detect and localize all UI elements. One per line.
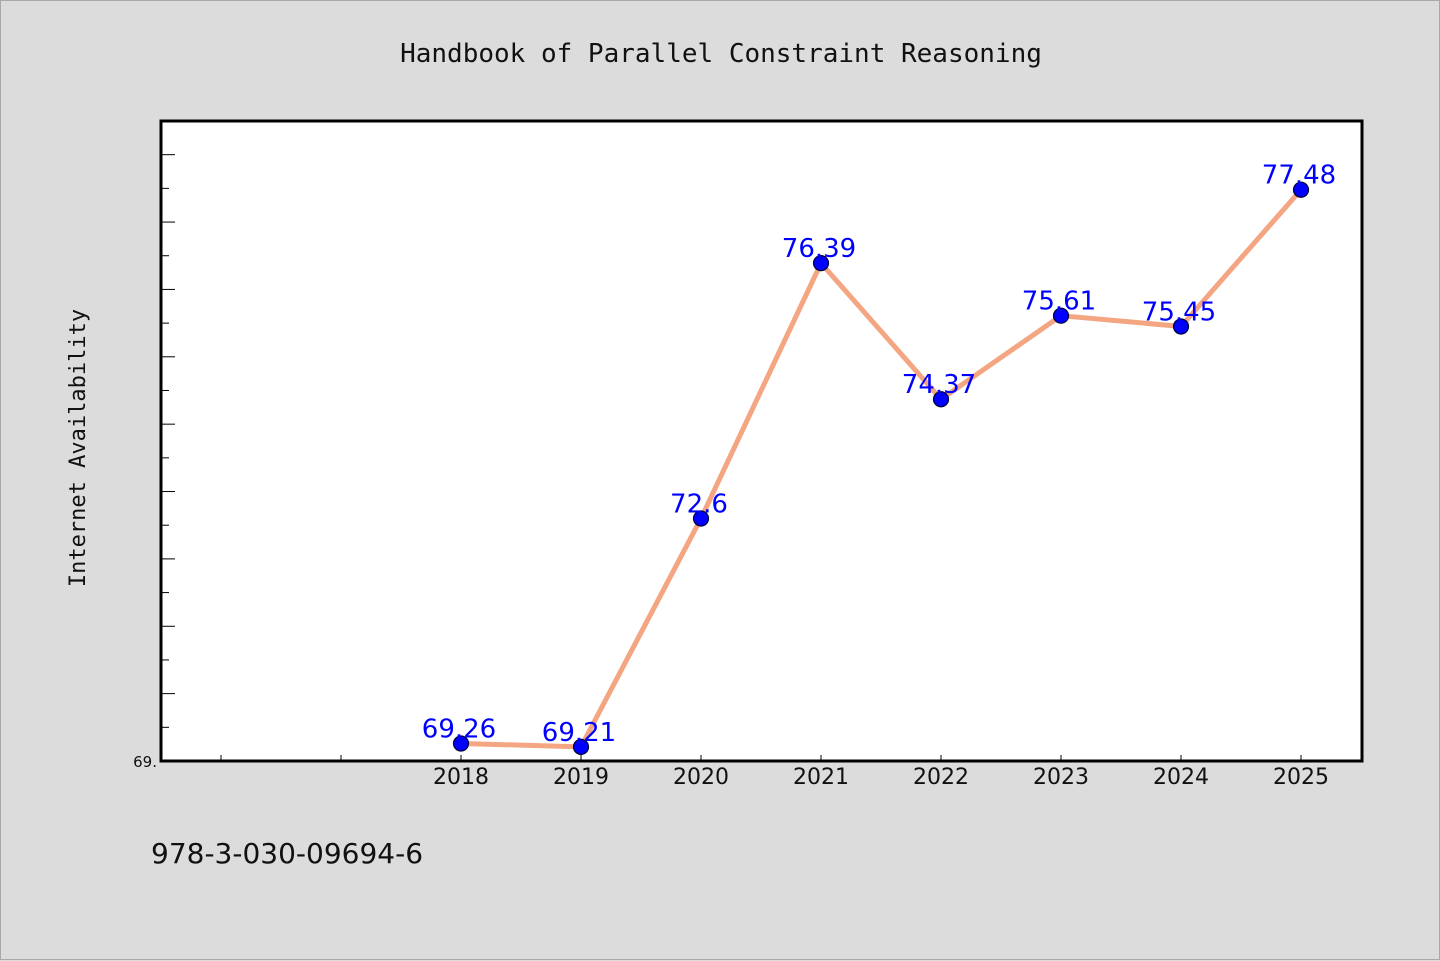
y-axis-ticks: 69. [133, 154, 175, 771]
y-axis-label: Internet Availability [66, 309, 91, 587]
x-tick-label: 2023 [1033, 765, 1089, 790]
data-label: 75.45 [1142, 297, 1216, 327]
data-point-marker [812, 255, 830, 272]
data-label: 69.26 [422, 714, 496, 744]
x-tick-label: 2019 [553, 765, 609, 790]
series-line [458, 187, 1304, 750]
series-markers [452, 181, 1310, 755]
data-point-marker [1172, 318, 1190, 335]
x-tick-label: 2021 [793, 765, 849, 790]
x-tick-label: 2025 [1273, 765, 1329, 790]
data-label: 77.48 [1262, 161, 1336, 191]
series-line-group [458, 187, 1304, 750]
x-tick-label: 2020 [673, 765, 729, 790]
x-tick-label: 2024 [1153, 765, 1209, 790]
data-point-marker [452, 735, 470, 752]
data-label: 75.61 [1022, 287, 1096, 317]
data-point-marker [932, 391, 950, 408]
data-point-marker [572, 738, 590, 755]
x-tick-label: 2022 [913, 765, 969, 790]
chart-title: Handbook of Parallel Constraint Reasonin… [400, 39, 1042, 69]
data-point-marker [1052, 307, 1070, 324]
x-axis-ticks: 2018 2019 2020 2021 2022 2023 2024 2025 [220, 755, 1329, 790]
data-point-marker [1292, 181, 1310, 198]
data-label: 69.21 [542, 718, 616, 748]
data-point-marker [692, 510, 710, 527]
data-label: 74.37 [902, 370, 976, 400]
data-labels: 69.26 69.21 72.6 76.39 74.37 75.61 75.45 77.48 [422, 161, 1336, 748]
plot-area [159, 119, 1364, 763]
isbn-text: 978-3-030-09694-6 [151, 837, 423, 870]
data-label: 76.39 [782, 234, 856, 264]
data-label: 72.6 [670, 489, 728, 519]
y-tick-label: 69. [133, 753, 157, 771]
x-tick-label: 2018 [433, 765, 489, 790]
